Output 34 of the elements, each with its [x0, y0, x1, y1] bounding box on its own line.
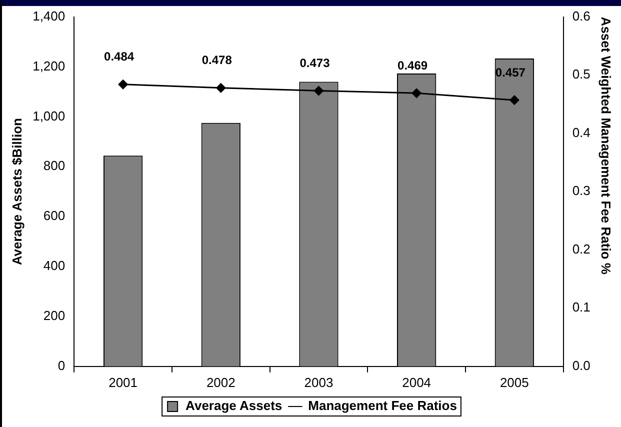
data-label: 0.484 — [104, 50, 134, 64]
y2-tick-label: 0.2 — [572, 241, 590, 256]
x-tick-label: 2004 — [402, 374, 432, 390]
y-tick-label: 1,000 — [32, 108, 66, 124]
point — [314, 86, 324, 96]
y-tick-label: 200 — [43, 308, 66, 324]
x-tick-label: 2005 — [500, 374, 529, 390]
data-label: 0.478 — [202, 53, 232, 68]
data-label: 0.457 — [495, 65, 526, 80]
y-tick-label: 1,200 — [32, 58, 66, 74]
legend-label: Management Fee Ratios — [308, 398, 457, 414]
x-tick-label: 2002 — [206, 374, 236, 390]
y2-axis-title: Asset Weighted Management Fee Ratio % — [598, 16, 614, 275]
data-label: 0.473 — [300, 56, 330, 70]
point — [118, 80, 128, 90]
legend-label: Average Assets — [186, 398, 282, 414]
y2-tick-label: 0.1 — [572, 300, 590, 315]
x-tick-label: 2001 — [108, 374, 138, 390]
y-axis-title: Average Assets $Billion — [9, 118, 24, 266]
y2-tick-label: 0.3 — [572, 183, 590, 198]
y-tick-label: 400 — [43, 258, 66, 274]
x-tick-label: 2003 — [304, 374, 334, 390]
y-tick-label: 800 — [43, 158, 66, 174]
y2-tick-label: 0.4 — [572, 124, 590, 140]
data-label: 0.469 — [398, 58, 428, 72]
point — [510, 95, 520, 105]
point — [412, 88, 422, 98]
y2-tick-label: 0.5 — [572, 66, 590, 82]
y-tick-label: 0 — [58, 358, 66, 373]
point — [216, 83, 226, 93]
y-tick-label: 1,400 — [32, 8, 66, 24]
y-tick-label: 600 — [43, 208, 66, 224]
y2-tick-label: 0.0 — [572, 358, 590, 373]
y2-tick-label: 0.6 — [572, 8, 590, 24]
